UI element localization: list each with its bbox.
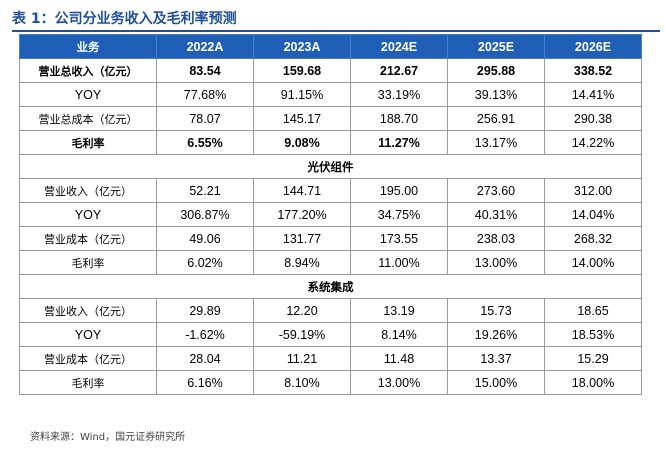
table-cell: 13.19 [350, 298, 448, 323]
table-cell: 9.08% [253, 130, 351, 155]
table-cell: -1.62% [156, 322, 254, 347]
table-cell: 173.55 [350, 226, 448, 251]
title-underline [12, 30, 660, 32]
table-cell: 290.38 [544, 106, 642, 131]
table-cell: 11.21 [253, 346, 351, 371]
row-label-yoy: YOY [19, 82, 157, 107]
table-title: 表 1：公司分业务收入及毛利率预测 [12, 11, 237, 27]
row-label-gross-margin: 毛利率 [19, 130, 157, 155]
header-cell-business: 业务 [19, 34, 157, 59]
row-label-cost: 营业成本（亿元） [19, 226, 157, 251]
row-label-gross-margin: 毛利率 [19, 370, 157, 395]
table-row: 营业收入（亿元） 52.21 144.71 195.00 273.60 312.… [19, 178, 642, 203]
table-cell: 8.94% [253, 250, 351, 275]
table-cell: 8.10% [253, 370, 351, 395]
table-cell: 13.37 [447, 346, 545, 371]
table-cell: 78.07 [156, 106, 254, 131]
table-row: 营业收入（亿元） 29.89 12.20 13.19 15.73 18.65 [19, 298, 642, 323]
table-cell: 15.29 [544, 346, 642, 371]
table-cell: 91.15% [253, 82, 351, 107]
table-cell: 306.87% [156, 202, 254, 227]
row-label-revenue: 营业收入（亿元） [19, 298, 157, 323]
table-cell: 131.77 [253, 226, 351, 251]
table-cell: 273.60 [447, 178, 545, 203]
table-cell: 268.32 [544, 226, 642, 251]
table-row: YOY 306.87% 177.20% 34.75% 40.31% 14.04% [19, 202, 642, 227]
table-cell: 18.53% [544, 322, 642, 347]
table-row: 营业成本（亿元） 49.06 131.77 173.55 238.03 268.… [19, 226, 642, 251]
table-cell: 15.73 [447, 298, 545, 323]
table-cell: 52.21 [156, 178, 254, 203]
section-title-pv-modules: 光伏组件 [19, 154, 642, 179]
table-cell: 19.26% [447, 322, 545, 347]
table-cell: 11.48 [350, 346, 448, 371]
table-cell: 238.03 [447, 226, 545, 251]
table-cell: 11.00% [350, 250, 448, 275]
table-cell: 33.19% [350, 82, 448, 107]
table-cell: 15.00% [447, 370, 545, 395]
table-cell: 188.70 [350, 106, 448, 131]
source-note: 资料来源：Wind，国元证券研究所 [30, 432, 186, 443]
table-header-row: 业务 2022A 2023A 2024E 2025E 2026E [19, 34, 642, 59]
header-cell-2024e: 2024E [350, 34, 448, 59]
table-cell: 13.17% [447, 130, 545, 155]
table-cell: 14.04% [544, 202, 642, 227]
table-cell: -59.19% [253, 322, 351, 347]
table-cell: 295.88 [447, 58, 545, 83]
table-cell: 14.22% [544, 130, 642, 155]
table-row: 营业总成本（亿元） 78.07 145.17 188.70 256.91 290… [19, 106, 642, 131]
table-row: YOY -1.62% -59.19% 8.14% 19.26% 18.53% [19, 322, 642, 347]
row-label-total-cost: 营业总成本（亿元） [19, 106, 157, 131]
table-cell: 77.68% [156, 82, 254, 107]
table-cell: 6.55% [156, 130, 254, 155]
row-label-total-revenue: 营业总收入（亿元） [19, 58, 157, 83]
row-label-yoy: YOY [19, 322, 157, 347]
table-cell: 144.71 [253, 178, 351, 203]
table-cell: 159.68 [253, 58, 351, 83]
table-row: 营业总收入（亿元） 83.54 159.68 212.67 295.88 338… [19, 58, 642, 83]
table-cell: 13.00% [447, 250, 545, 275]
row-label-yoy: YOY [19, 202, 157, 227]
table-cell: 29.89 [156, 298, 254, 323]
table-row: YOY 77.68% 91.15% 33.19% 39.13% 14.41% [19, 82, 642, 107]
table-cell: 39.13% [447, 82, 545, 107]
table-cell: 14.41% [544, 82, 642, 107]
table-cell: 83.54 [156, 58, 254, 83]
table-cell: 34.75% [350, 202, 448, 227]
table-cell: 18.00% [544, 370, 642, 395]
table-cell: 6.16% [156, 370, 254, 395]
table-row: 毛利率 6.16% 8.10% 13.00% 15.00% 18.00% [19, 370, 642, 395]
table-row: 毛利率 6.55% 9.08% 11.27% 13.17% 14.22% [19, 130, 642, 155]
table-cell: 338.52 [544, 58, 642, 83]
table-cell: 40.31% [447, 202, 545, 227]
table-cell: 28.04 [156, 346, 254, 371]
table-row: 营业成本（亿元） 28.04 11.21 11.48 13.37 15.29 [19, 346, 642, 371]
table-cell: 8.14% [350, 322, 448, 347]
table-cell: 18.65 [544, 298, 642, 323]
row-label-revenue: 营业收入（亿元） [19, 178, 157, 203]
table-cell: 14.00% [544, 250, 642, 275]
row-label-gross-margin: 毛利率 [19, 250, 157, 275]
table-cell: 145.17 [253, 106, 351, 131]
header-cell-2022a: 2022A [156, 34, 254, 59]
header-cell-2023a: 2023A [253, 34, 351, 59]
table-cell: 212.67 [350, 58, 448, 83]
section-title-system-integration: 系统集成 [19, 274, 642, 299]
table-cell: 195.00 [350, 178, 448, 203]
table-cell: 6.02% [156, 250, 254, 275]
table-cell: 177.20% [253, 202, 351, 227]
forecast-table: 业务 2022A 2023A 2024E 2025E 2026E 营业总收入（亿… [19, 34, 642, 395]
table-cell: 13.00% [350, 370, 448, 395]
table-cell: 256.91 [447, 106, 545, 131]
table-cell: 49.06 [156, 226, 254, 251]
table-row: 毛利率 6.02% 8.94% 11.00% 13.00% 14.00% [19, 250, 642, 275]
row-label-cost: 营业成本（亿元） [19, 346, 157, 371]
section-header-row: 系统集成 [19, 274, 642, 299]
section-header-row: 光伏组件 [19, 154, 642, 179]
header-cell-2025e: 2025E [447, 34, 545, 59]
table-cell: 11.27% [350, 130, 448, 155]
table-cell: 12.20 [253, 298, 351, 323]
header-cell-2026e: 2026E [544, 34, 642, 59]
table-cell: 312.00 [544, 178, 642, 203]
